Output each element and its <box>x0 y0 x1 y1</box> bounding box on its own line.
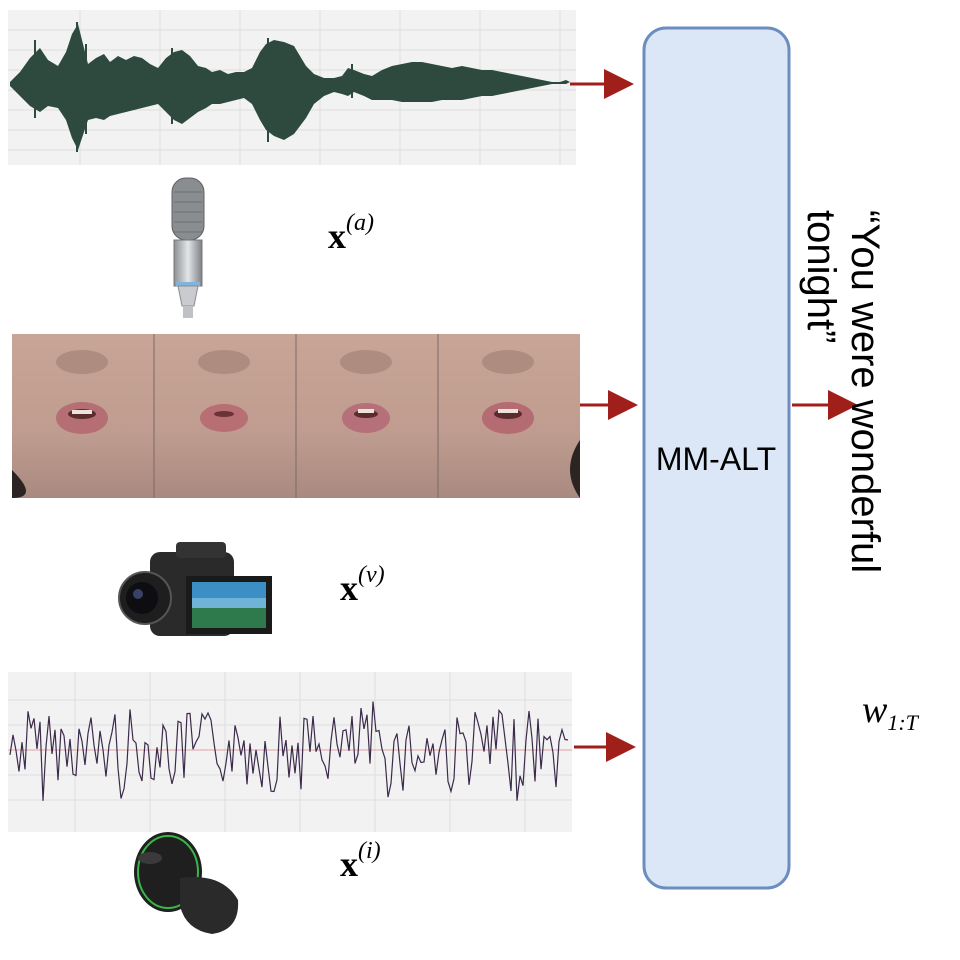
transcription-line-1: “You were wonderful <box>843 210 887 574</box>
audio-waveform-spikes <box>34 22 353 152</box>
imu-grid <box>8 672 572 832</box>
output-symbol: w1:T <box>862 689 918 735</box>
microphone-icon <box>171 177 205 318</box>
frame-dividers <box>153 334 439 498</box>
imu-waveform <box>9 701 569 801</box>
video-variable-label: x(v) <box>340 562 385 608</box>
mm-alt-block <box>642 26 791 890</box>
arrows <box>570 69 858 762</box>
transcription-line-2: tonight” <box>799 210 843 344</box>
audio-waveform <box>10 24 570 150</box>
mm-alt-label: MM-ALT <box>656 441 776 477</box>
audio-variable-label: x(a) <box>328 210 374 256</box>
earbud-icon <box>134 832 239 934</box>
imu-variable-label: x(i) <box>340 838 381 884</box>
video-frame <box>296 334 438 498</box>
video-frame <box>12 334 154 498</box>
camcorder-icon <box>118 542 272 636</box>
video-frame <box>154 334 296 498</box>
lip-video-frames <box>12 334 580 498</box>
imu-signal-panel <box>8 672 572 832</box>
output-transcription: “You were wonderful tonight” <box>799 210 960 573</box>
video-frame <box>438 334 580 498</box>
